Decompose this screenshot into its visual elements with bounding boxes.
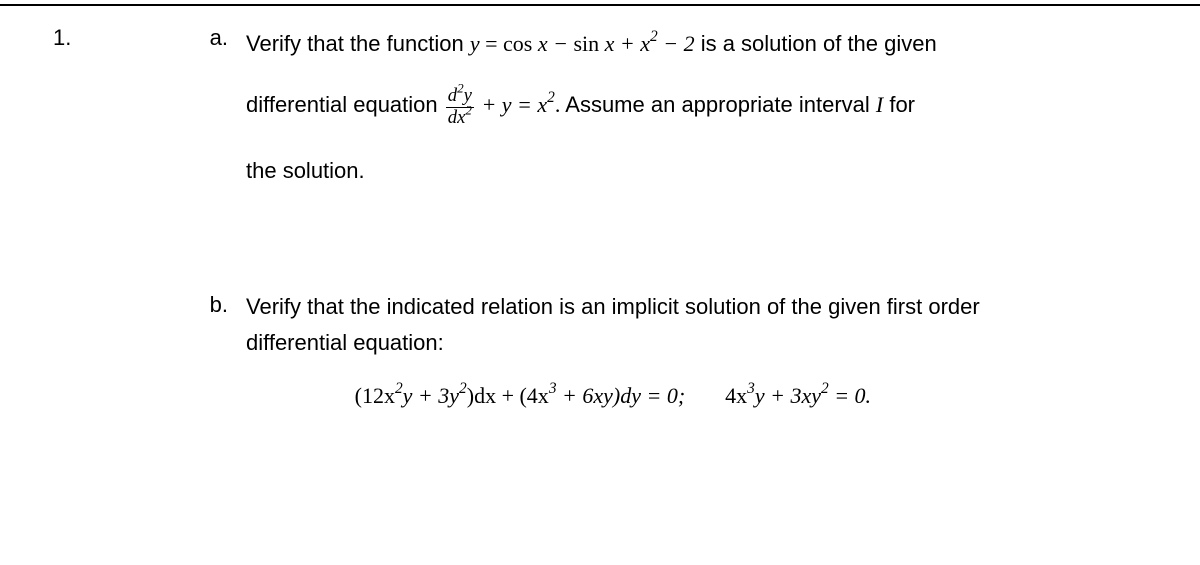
text: for [883, 92, 915, 117]
m: y [470, 31, 480, 56]
m: cos [503, 31, 532, 56]
m: 2 [465, 102, 472, 117]
text: is a solution of the given [695, 31, 937, 56]
m: 2 [650, 28, 658, 45]
math-de: d2ydx2 + y = x2. [444, 92, 561, 117]
m: = 0. [829, 383, 871, 408]
text: Assume an appropriate interval [560, 92, 876, 117]
part-a-line2: differential equation d2ydx2 + y = x2. A… [246, 86, 937, 127]
m: = [480, 31, 503, 56]
m: y + 3xy [755, 383, 821, 408]
part-a-line3: the solution. [246, 152, 937, 189]
denominator: dx2 [446, 108, 474, 128]
m: d [448, 85, 457, 106]
m: x − [532, 31, 573, 56]
part-a: a. Verify that the function y = cos x − … [203, 25, 1140, 213]
m: dx [448, 107, 466, 128]
part-a-line1: Verify that the function y = cos x − sin… [246, 25, 937, 62]
m: 3 [747, 380, 755, 397]
part-b-equation: (12x2y + 3y2)dx + (4x3 + 6xy)dy = 0;4x3y… [246, 377, 980, 414]
m: 2 [547, 89, 555, 106]
top-rule [0, 4, 1200, 6]
m: sin [573, 31, 599, 56]
part-b: b. Verify that the indicated relation is… [203, 292, 1140, 415]
part-b-label: b. [203, 292, 228, 415]
question-body: a. Verify that the function y = cos x − … [203, 25, 1140, 429]
m: 4x [725, 383, 747, 408]
m: + y = x [476, 92, 547, 117]
m: − 2 [658, 31, 695, 56]
m: y + 3y [403, 383, 459, 408]
question-number: 1. [53, 25, 71, 51]
m: 2 [821, 380, 829, 397]
m: x + x [599, 31, 650, 56]
m: + 6xy)dy = 0; [557, 383, 686, 408]
part-a-label: a. [203, 25, 228, 213]
spacer [203, 227, 1140, 292]
part-a-body: Verify that the function y = cos x − sin… [246, 25, 937, 213]
text: Verify that the function [246, 31, 470, 56]
part-b-body: Verify that the indicated relation is an… [246, 292, 980, 415]
fraction: d2ydx2 [446, 87, 474, 127]
page: 1. a. Verify that the function y = cos x… [0, 0, 1200, 565]
text: differential equation [246, 92, 444, 117]
part-b-line2: differential equation: [246, 328, 980, 358]
math-func: y = cos x − sin x + x2 − 2 [470, 31, 695, 56]
m: (12x [355, 383, 395, 408]
m: 2 [395, 380, 403, 397]
part-b-line1: Verify that the indicated relation is an… [246, 292, 980, 322]
m: 3 [549, 380, 557, 397]
m: )dx + (4x [467, 383, 549, 408]
m: 2 [459, 380, 467, 397]
